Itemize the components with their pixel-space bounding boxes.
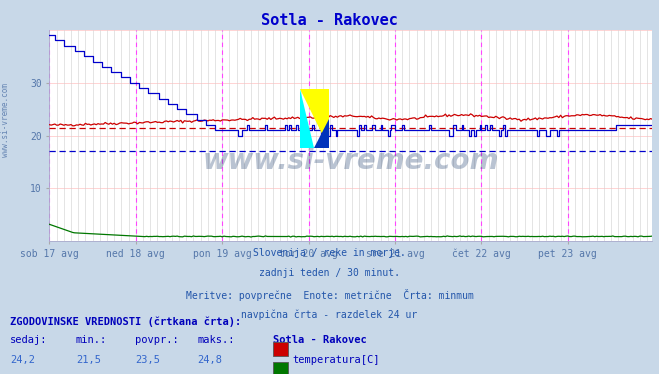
Text: sedaj:: sedaj: xyxy=(10,335,47,346)
Text: povpr.:: povpr.: xyxy=(135,335,179,346)
Text: min.:: min.: xyxy=(76,335,107,346)
Polygon shape xyxy=(300,89,329,148)
Text: Sotla - Rakovec: Sotla - Rakovec xyxy=(273,335,367,346)
Text: Sotla - Rakovec: Sotla - Rakovec xyxy=(261,13,398,28)
Text: Slovenija / reke in morje.: Slovenija / reke in morje. xyxy=(253,248,406,258)
Polygon shape xyxy=(300,89,314,148)
Text: 24,2: 24,2 xyxy=(10,355,35,365)
Text: maks.:: maks.: xyxy=(198,335,235,346)
Polygon shape xyxy=(314,119,329,148)
Text: navpična črta - razdelek 24 ur: navpična črta - razdelek 24 ur xyxy=(241,309,418,320)
Text: www.si-vreme.com: www.si-vreme.com xyxy=(1,83,10,157)
Text: temperatura[C]: temperatura[C] xyxy=(292,355,380,365)
Text: Meritve: povprečne  Enote: metrične  Črta: minmum: Meritve: povprečne Enote: metrične Črta:… xyxy=(186,289,473,301)
Text: ZGODOVINSKE VREDNOSTI (črtkana črta):: ZGODOVINSKE VREDNOSTI (črtkana črta): xyxy=(10,316,241,327)
Text: 23,5: 23,5 xyxy=(135,355,160,365)
Text: zadnji teden / 30 minut.: zadnji teden / 30 minut. xyxy=(259,268,400,278)
Text: 21,5: 21,5 xyxy=(76,355,101,365)
Text: www.si-vreme.com: www.si-vreme.com xyxy=(203,147,499,175)
Text: 24,8: 24,8 xyxy=(198,355,223,365)
